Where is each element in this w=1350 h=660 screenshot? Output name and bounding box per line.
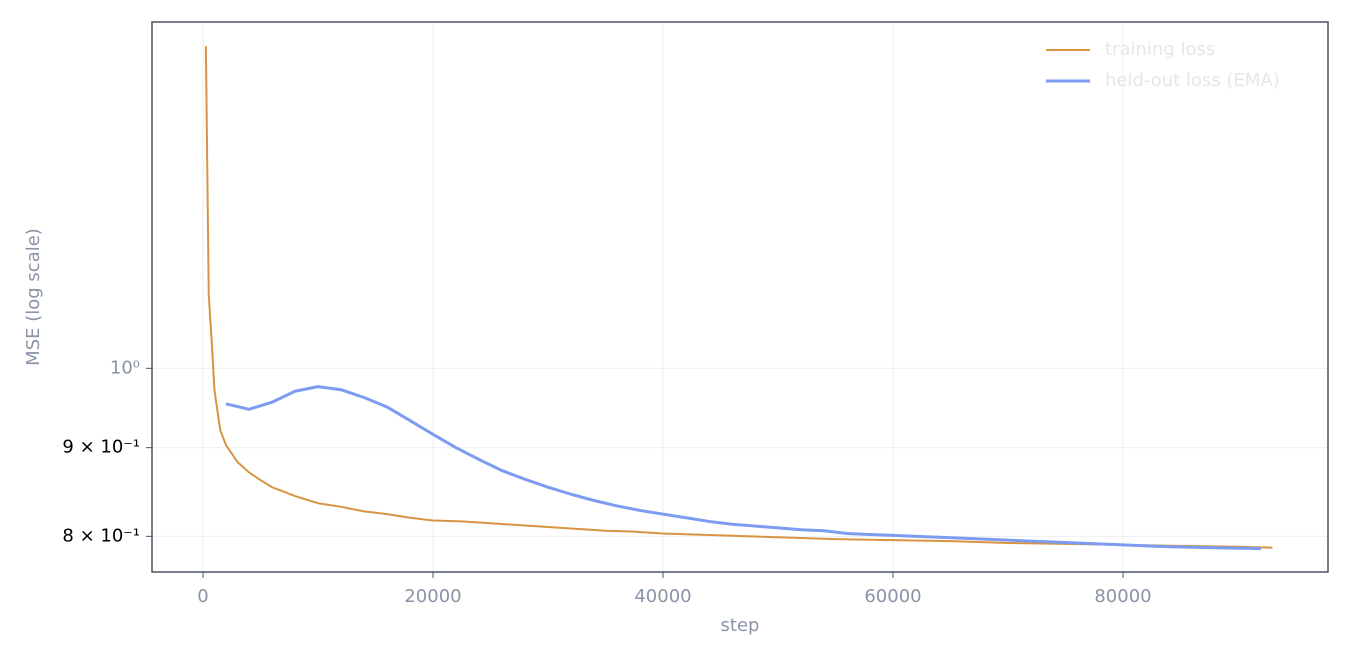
plot-frame: [151, 21, 1329, 573]
x-tick-label: 20000: [404, 586, 461, 607]
x-tick-label: 0: [197, 586, 208, 607]
x-axis-label: step: [721, 615, 760, 636]
legend-label: training loss: [1105, 39, 1215, 60]
y-axis-label: MSE (log scale): [23, 228, 44, 366]
x-tick-label: 40000: [634, 586, 691, 607]
y-tick-label: 8 × 10⁻¹: [62, 525, 140, 546]
x-tick-label: 60000: [864, 586, 921, 607]
y-tick-label: 10⁰: [110, 357, 140, 378]
line-series: [225, 385, 1262, 551]
y-tick-label: 9 × 10⁻¹: [62, 437, 140, 458]
x-tick-label: 80000: [1094, 586, 1151, 607]
line-series: [204, 46, 1273, 549]
legend-label: held-out loss (EMA): [1105, 70, 1280, 91]
